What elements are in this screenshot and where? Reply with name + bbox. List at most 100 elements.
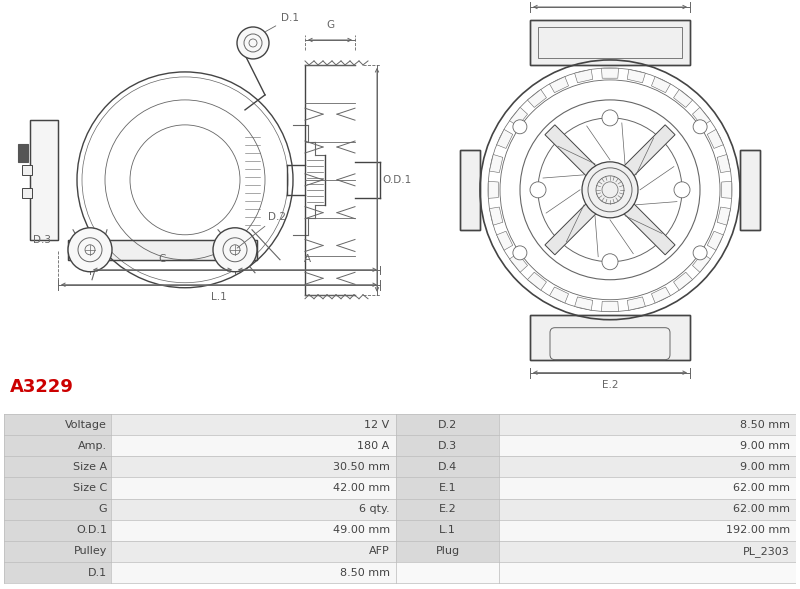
Text: D.3: D.3: [438, 441, 457, 451]
Polygon shape: [627, 70, 646, 82]
Polygon shape: [545, 125, 598, 177]
Bar: [68, 240, 257, 260]
Circle shape: [602, 110, 618, 126]
Polygon shape: [693, 107, 710, 126]
Bar: [18, 144, 28, 162]
Text: E.2: E.2: [438, 504, 456, 514]
Polygon shape: [602, 302, 618, 312]
Polygon shape: [622, 203, 675, 255]
Bar: [4, 499, 396, 519]
Text: G: G: [326, 20, 334, 30]
Polygon shape: [717, 154, 730, 173]
Bar: [4, 456, 111, 478]
Bar: [530, 20, 690, 65]
Text: E.1: E.1: [602, 0, 618, 1]
Text: Size A: Size A: [73, 462, 107, 472]
Bar: [530, 20, 690, 65]
Polygon shape: [722, 181, 732, 198]
Bar: [530, 315, 690, 360]
Bar: [538, 27, 682, 58]
Polygon shape: [490, 154, 503, 173]
Polygon shape: [717, 207, 730, 225]
Text: D.1: D.1: [266, 13, 299, 32]
Text: D.1: D.1: [88, 568, 107, 578]
Text: 62.00 mm: 62.00 mm: [733, 504, 790, 514]
Text: A3229: A3229: [10, 378, 74, 396]
Circle shape: [237, 27, 269, 59]
Bar: [396, 519, 796, 541]
Polygon shape: [622, 125, 675, 177]
Polygon shape: [527, 90, 546, 107]
Bar: [4, 562, 111, 583]
Bar: [460, 150, 480, 230]
Bar: [4, 435, 111, 456]
Text: AFP: AFP: [369, 547, 390, 557]
Polygon shape: [674, 272, 693, 290]
Text: 192.00 mm: 192.00 mm: [726, 525, 790, 535]
Text: 180 A: 180 A: [358, 441, 390, 451]
Bar: [396, 541, 796, 562]
Text: Voltage: Voltage: [65, 419, 107, 429]
Polygon shape: [527, 272, 546, 290]
Bar: [396, 414, 499, 435]
Bar: [396, 499, 499, 519]
Circle shape: [674, 182, 690, 198]
Text: O.D.1: O.D.1: [382, 175, 411, 185]
Polygon shape: [550, 77, 569, 92]
Text: Amp.: Amp.: [78, 441, 107, 451]
Bar: [530, 315, 690, 360]
Bar: [4, 435, 396, 456]
Text: L.1: L.1: [439, 525, 456, 535]
Text: 8.50 mm: 8.50 mm: [340, 568, 390, 578]
Bar: [396, 435, 499, 456]
Bar: [396, 562, 796, 583]
Bar: [4, 456, 396, 478]
Bar: [396, 414, 796, 435]
Bar: [4, 414, 111, 435]
Text: D.2: D.2: [438, 419, 457, 429]
Polygon shape: [497, 231, 513, 250]
Bar: [68, 240, 257, 260]
Bar: [396, 478, 499, 499]
Circle shape: [602, 254, 618, 270]
Bar: [4, 519, 396, 541]
Text: D.2: D.2: [237, 212, 286, 248]
Circle shape: [693, 120, 707, 134]
Text: 30.50 mm: 30.50 mm: [333, 462, 390, 472]
Polygon shape: [574, 70, 593, 82]
Text: 9.00 mm: 9.00 mm: [740, 462, 790, 472]
Circle shape: [68, 228, 112, 272]
Text: 9.00 mm: 9.00 mm: [740, 441, 790, 451]
Bar: [396, 435, 796, 456]
Text: E.1: E.1: [438, 483, 456, 493]
Polygon shape: [490, 207, 503, 225]
Circle shape: [530, 182, 546, 198]
Bar: [396, 456, 796, 478]
Bar: [4, 519, 111, 541]
Polygon shape: [707, 231, 723, 250]
Polygon shape: [674, 90, 693, 107]
Text: C: C: [158, 254, 166, 264]
Text: PL_2303: PL_2303: [743, 546, 790, 557]
Bar: [4, 478, 396, 499]
Bar: [4, 562, 396, 583]
Bar: [396, 519, 499, 541]
Bar: [740, 150, 760, 230]
Text: A: A: [303, 254, 310, 264]
Bar: [30, 120, 58, 240]
Polygon shape: [510, 253, 527, 272]
Bar: [4, 499, 111, 519]
Text: 12 V: 12 V: [365, 419, 390, 429]
Polygon shape: [574, 297, 593, 310]
Polygon shape: [510, 107, 527, 126]
Text: E.2: E.2: [602, 380, 618, 390]
Circle shape: [582, 162, 638, 218]
Bar: [4, 414, 396, 435]
Bar: [396, 478, 796, 499]
Text: 62.00 mm: 62.00 mm: [733, 483, 790, 493]
Circle shape: [693, 246, 707, 260]
Bar: [396, 541, 499, 562]
Circle shape: [213, 228, 257, 272]
Polygon shape: [602, 68, 618, 78]
Polygon shape: [550, 287, 569, 303]
